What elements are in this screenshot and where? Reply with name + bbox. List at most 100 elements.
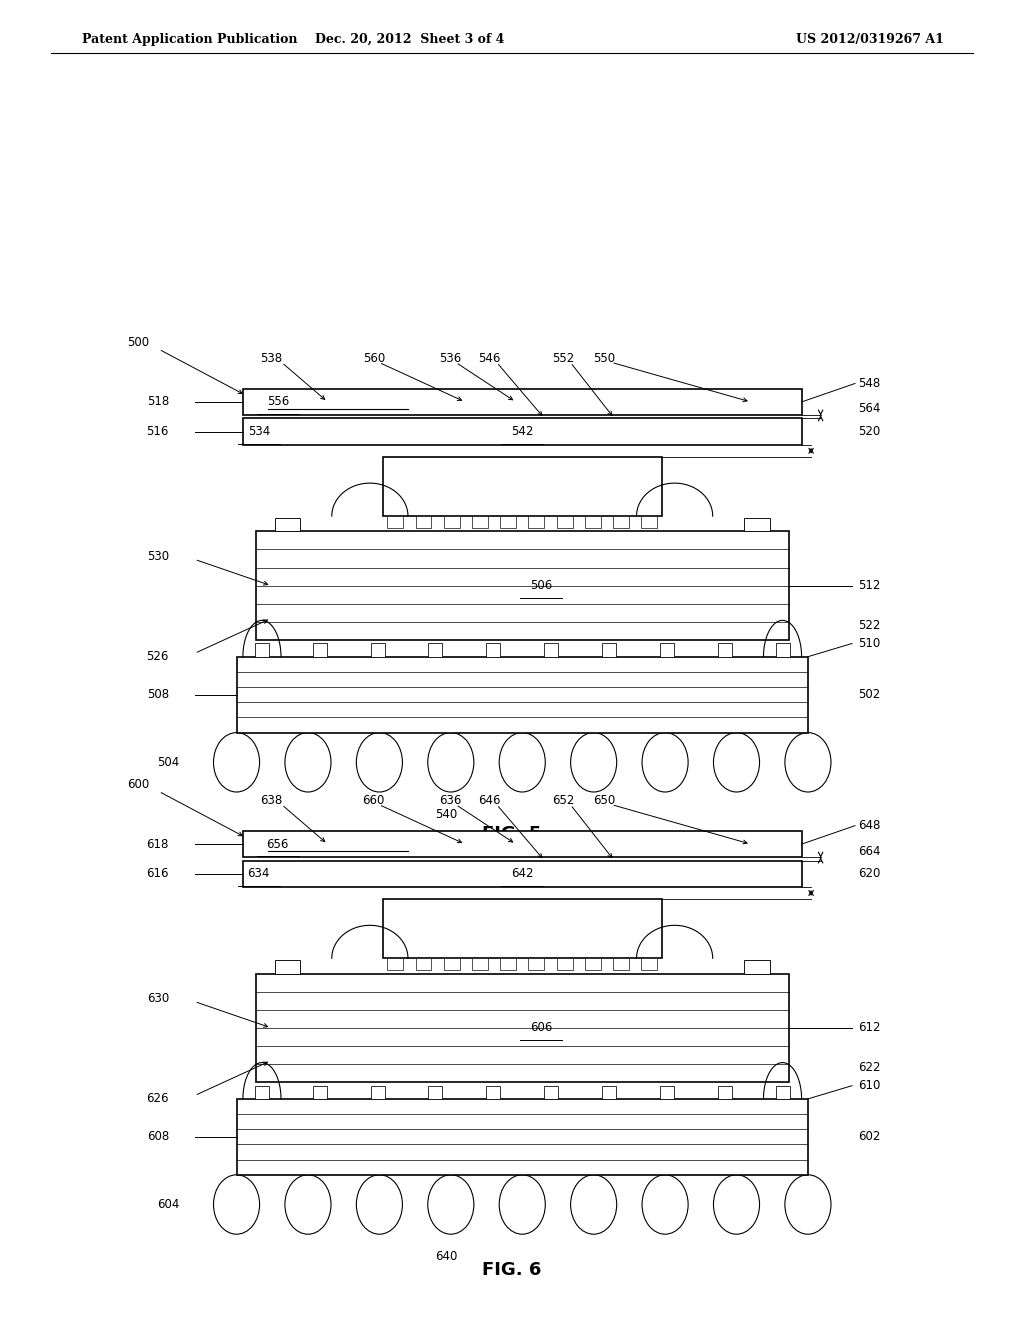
Bar <box>237 1098 808 1175</box>
Bar <box>387 516 403 528</box>
Text: 612: 612 <box>858 1022 881 1035</box>
Bar <box>613 516 629 528</box>
Text: 602: 602 <box>858 1130 881 1143</box>
Bar <box>255 1085 269 1098</box>
Circle shape <box>428 1175 474 1234</box>
Circle shape <box>428 733 474 792</box>
Circle shape <box>500 733 545 792</box>
Bar <box>544 643 558 656</box>
Bar <box>528 958 545 970</box>
Bar <box>274 517 300 531</box>
Bar <box>500 516 516 528</box>
Circle shape <box>214 1175 260 1234</box>
Text: 622: 622 <box>858 1061 881 1074</box>
Bar <box>243 388 802 414</box>
Bar <box>416 516 431 528</box>
Text: 636: 636 <box>439 795 462 807</box>
Bar <box>428 643 442 656</box>
Text: 642: 642 <box>511 867 534 880</box>
Bar <box>486 1085 501 1098</box>
Circle shape <box>500 1175 545 1234</box>
Bar <box>383 457 662 516</box>
Text: 556: 556 <box>266 396 289 408</box>
Text: 512: 512 <box>858 579 881 593</box>
Text: 618: 618 <box>146 838 169 850</box>
Circle shape <box>784 733 830 792</box>
Bar <box>443 516 460 528</box>
Text: 552: 552 <box>552 352 574 364</box>
Bar <box>472 958 487 970</box>
Bar <box>500 958 516 970</box>
Bar <box>371 643 385 656</box>
Text: 516: 516 <box>146 425 169 438</box>
Circle shape <box>285 1175 331 1234</box>
Text: 640: 640 <box>435 1250 458 1263</box>
Text: 508: 508 <box>146 688 169 701</box>
Bar <box>557 958 572 970</box>
Bar <box>428 1085 442 1098</box>
Text: 630: 630 <box>146 993 169 1006</box>
Circle shape <box>570 1175 616 1234</box>
Text: 542: 542 <box>511 425 534 438</box>
Text: 548: 548 <box>858 378 881 389</box>
Bar <box>371 1085 385 1098</box>
Bar <box>443 958 460 970</box>
Text: 502: 502 <box>858 688 881 701</box>
Bar <box>585 516 601 528</box>
Circle shape <box>714 733 760 792</box>
Circle shape <box>714 1175 760 1234</box>
Text: FIG. 5: FIG. 5 <box>482 825 542 843</box>
Text: Patent Application Publication: Patent Application Publication <box>82 33 297 46</box>
Circle shape <box>214 733 260 792</box>
Text: 526: 526 <box>146 649 169 663</box>
Bar <box>416 958 431 970</box>
Text: 648: 648 <box>858 820 881 832</box>
Bar <box>312 643 327 656</box>
Text: 634: 634 <box>248 867 270 880</box>
Text: 626: 626 <box>146 1092 169 1105</box>
Text: 506: 506 <box>530 579 552 593</box>
Bar <box>237 656 808 733</box>
Text: 564: 564 <box>858 403 881 416</box>
Bar <box>383 899 662 958</box>
Bar <box>641 516 657 528</box>
Bar <box>274 961 300 974</box>
Bar <box>255 643 269 656</box>
Bar <box>659 1085 674 1098</box>
Text: 536: 536 <box>439 352 462 364</box>
Text: 520: 520 <box>858 425 881 438</box>
Text: 538: 538 <box>260 352 283 364</box>
Text: 660: 660 <box>362 795 385 807</box>
Bar <box>659 643 674 656</box>
Bar <box>256 974 788 1082</box>
Text: 600: 600 <box>127 779 150 791</box>
Text: 656: 656 <box>266 838 289 850</box>
Text: US 2012/0319267 A1: US 2012/0319267 A1 <box>797 33 944 46</box>
Bar <box>718 643 732 656</box>
Bar <box>557 516 572 528</box>
Bar <box>775 1085 790 1098</box>
Text: 616: 616 <box>146 867 169 880</box>
Bar <box>243 861 802 887</box>
Text: 604: 604 <box>157 1199 179 1210</box>
Text: 638: 638 <box>260 795 283 807</box>
Bar <box>256 531 788 640</box>
Text: 650: 650 <box>593 795 615 807</box>
Bar <box>243 418 802 445</box>
Bar <box>312 1085 327 1098</box>
Text: 504: 504 <box>157 756 179 768</box>
Bar <box>718 1085 732 1098</box>
Text: 550: 550 <box>593 352 615 364</box>
Text: 522: 522 <box>858 619 881 632</box>
Circle shape <box>642 1175 688 1234</box>
Text: 518: 518 <box>146 396 169 408</box>
Text: 610: 610 <box>858 1080 881 1092</box>
Text: 500: 500 <box>127 337 150 348</box>
Text: 606: 606 <box>530 1022 553 1035</box>
Bar <box>775 643 790 656</box>
Text: 540: 540 <box>435 808 457 821</box>
Bar <box>544 1085 558 1098</box>
Text: 530: 530 <box>146 550 169 564</box>
Text: 664: 664 <box>858 845 881 858</box>
Text: 546: 546 <box>478 352 501 364</box>
